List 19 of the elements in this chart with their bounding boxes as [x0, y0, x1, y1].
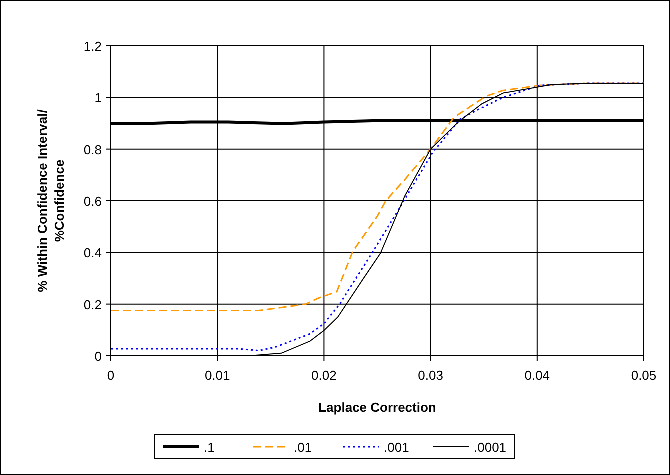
y-axis-title: % Within Confidence Interval/ %Confidence: [35, 109, 67, 292]
x-tick-label: 0.05: [631, 368, 657, 383]
legend-label: .1: [204, 440, 215, 455]
y-tick-label: 0: [94, 349, 102, 364]
x-tick-label: 0.04: [524, 368, 550, 383]
y-tick-label: 0.4: [84, 246, 102, 261]
y-tick-label: 1.2: [84, 39, 102, 54]
legend-label: .001: [384, 440, 410, 455]
x-tick-label: 0: [107, 368, 115, 383]
y-tick-label: 0.2: [84, 297, 102, 312]
x-tick-label: 0.02: [312, 368, 337, 383]
legend-label: .01: [294, 440, 312, 455]
x-axis-title: Laplace Correction: [318, 400, 436, 415]
legend-label: .0001: [474, 440, 507, 455]
y-tick-label: 0.8: [84, 142, 102, 158]
y-tick-label: 0.6: [84, 194, 102, 209]
x-tick-label: 0.03: [418, 368, 444, 383]
x-tick-label: 0.01: [204, 368, 230, 383]
y-tick-label: 1: [94, 90, 102, 106]
